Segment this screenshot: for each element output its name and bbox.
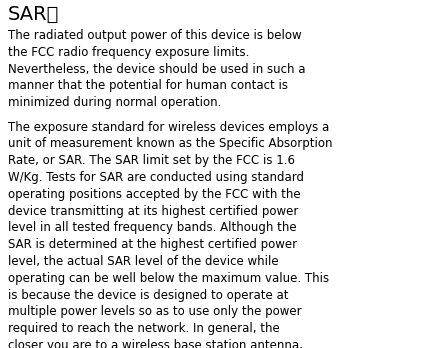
Text: SAR：: SAR： (8, 5, 59, 24)
Text: The exposure standard for wireless devices employs a
unit of measurement known a: The exposure standard for wireless devic… (8, 120, 332, 348)
Text: The radiated output power of this device is below
the FCC radio frequency exposu: The radiated output power of this device… (8, 29, 305, 109)
